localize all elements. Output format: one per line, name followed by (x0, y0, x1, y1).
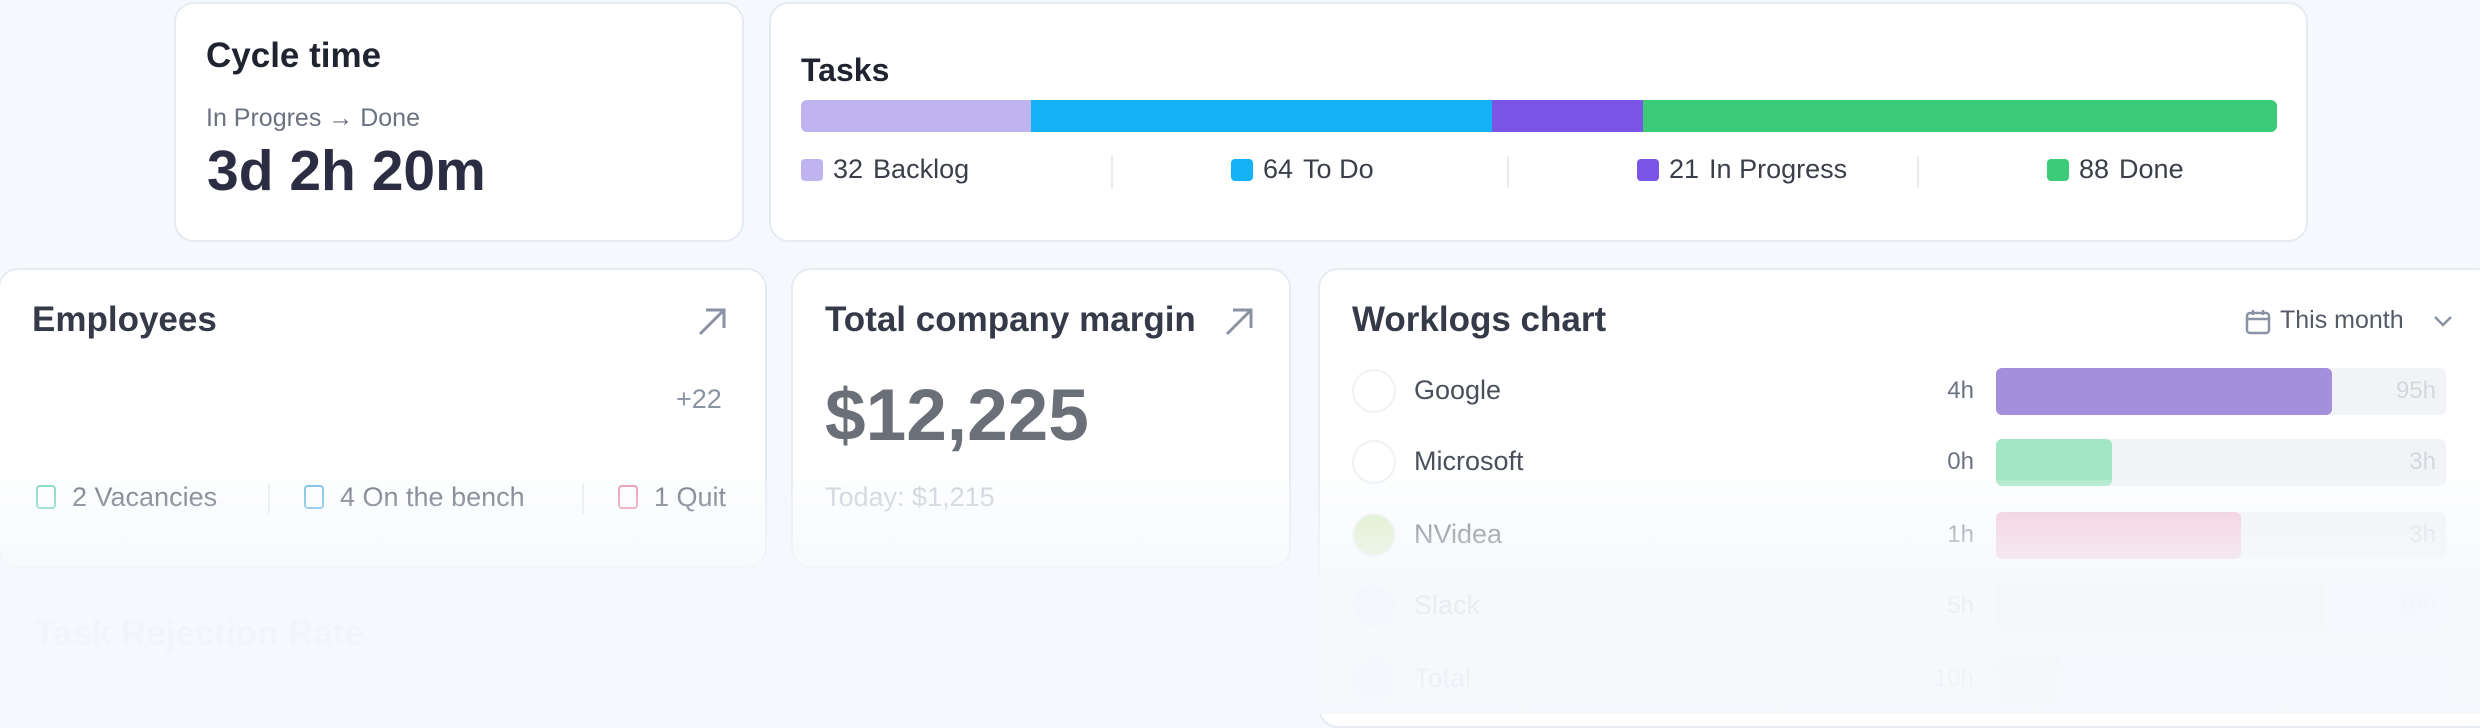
legend-label: Done (2119, 154, 2184, 184)
hours-spent: 1h (1947, 521, 1974, 548)
period-filter[interactable]: This month (2280, 306, 2404, 334)
company-name: Total (1414, 663, 1472, 693)
hours-spent: 10h (1933, 665, 1974, 692)
progress-fill (1996, 656, 2060, 703)
hours-spent: 0h (1947, 448, 1974, 475)
margin-value: $12,225 (825, 375, 1089, 456)
section-title: Task Rejection Rate (34, 614, 365, 653)
company-icon (1352, 513, 1396, 557)
company-icon (1352, 584, 1396, 628)
legend-swatch (2047, 158, 2069, 181)
margin-today: Today: $1,215 (825, 482, 995, 512)
hours-total: 3h (2409, 521, 2436, 548)
legend-count: 88 (2079, 154, 2110, 184)
employees-card: Employees (0, 268, 767, 568)
legend-swatch (801, 158, 823, 181)
chevron-icon[interactable] (2432, 312, 2454, 330)
legend-swatch (1637, 158, 1659, 181)
hours-total: 95h (2395, 377, 2436, 404)
legend-swatch (1231, 158, 1253, 181)
legend-separator (1917, 156, 1919, 188)
card-title: Worklogs chart (1352, 300, 1607, 339)
legend-count: 21 (1669, 154, 1700, 184)
company-icon (1352, 440, 1396, 484)
stat-icon (36, 485, 56, 509)
stat-icon (618, 485, 638, 509)
legend-separator (1507, 156, 1509, 188)
legend-label: In Progress (1709, 154, 1848, 184)
card-title: Cycle time (206, 36, 382, 75)
stat-text: 2 Vacancies (72, 482, 218, 512)
stat-text: 4 On the bench (340, 482, 525, 512)
legend-count: 64 (1263, 154, 1294, 184)
company-name: Slack (1414, 590, 1481, 620)
tasks-card: Tasks 32 Backlog 64 To Do 21 In Progress 88 Don… (769, 2, 2308, 242)
legend-item: 64 To Do (1231, 154, 1374, 185)
legend-item: 88 Done (2047, 154, 2184, 185)
legend-item: 32 Backlog (801, 154, 969, 185)
margin-card: Total company margin $12,225 Today: $1,2… (791, 268, 1291, 568)
task-segment (1492, 100, 1644, 132)
stat-separator (268, 484, 270, 514)
progress-track (1996, 656, 2446, 703)
calendar-icon (2245, 310, 2271, 335)
task-bar (801, 100, 2277, 132)
progress-fill (1996, 512, 2241, 559)
company-icon (1352, 369, 1396, 413)
progress-fill (1996, 368, 2332, 415)
subtitle: In Progres → Done (206, 104, 420, 132)
task-legend: 32 Backlog 64 To Do 21 In Progress 88 Done (801, 154, 2277, 194)
company-icon (1352, 657, 1396, 701)
company-name: Google (1414, 375, 1502, 405)
task-segment (801, 100, 1032, 132)
hours-spent: 5h (1947, 592, 1974, 619)
open-icon[interactable] (1223, 306, 1255, 338)
legend-count: 32 (833, 154, 864, 184)
company-name: NVidea (1414, 519, 1503, 549)
legend-label: Backlog (873, 154, 970, 184)
card-title: Tasks (801, 52, 890, 88)
task-segment (1031, 100, 1493, 132)
legend-separator (1111, 156, 1113, 188)
task-segment (1643, 100, 2277, 132)
legend-item: 21 In Progress (1637, 154, 1847, 185)
hours-spent: 4h (1947, 377, 1974, 404)
hours-total: 3h (2409, 448, 2436, 475)
card-title: Employees (32, 300, 217, 339)
hours-total: 10h (2395, 592, 2436, 619)
cycle-time-card: Cycle time In Progres → Done 3d 2h 20m (174, 2, 744, 242)
cycle-value: 3d 2h 20m (207, 139, 486, 203)
open-icon[interactable] (696, 306, 728, 338)
progress-fill (1996, 583, 2326, 630)
legend-label: To Do (1303, 154, 1374, 184)
stat-icon (304, 485, 324, 509)
stat-text: 1 Quit (654, 482, 727, 512)
progress-fill (1996, 439, 2112, 486)
company-name: Microsoft (1414, 446, 1524, 476)
more-count: +22 (676, 384, 722, 414)
stat-separator (582, 484, 584, 514)
card-title: Total company margin (825, 300, 1196, 339)
